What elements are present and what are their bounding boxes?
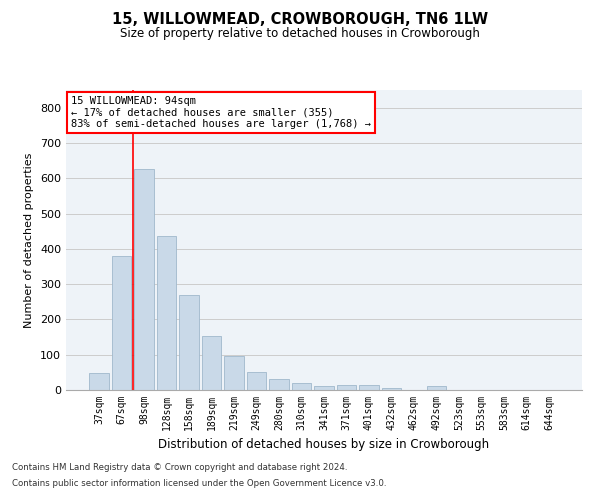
Bar <box>427 386 446 390</box>
Bar <box>292 383 311 390</box>
Bar <box>112 256 131 390</box>
Bar <box>269 379 289 390</box>
Text: Contains public sector information licensed under the Open Government Licence v3: Contains public sector information licen… <box>12 478 386 488</box>
Text: 15 WILLOWMEAD: 94sqm
← 17% of detached houses are smaller (355)
83% of semi-deta: 15 WILLOWMEAD: 94sqm ← 17% of detached h… <box>71 96 371 129</box>
Bar <box>179 296 199 390</box>
Y-axis label: Number of detached properties: Number of detached properties <box>25 152 34 328</box>
Bar <box>337 386 356 390</box>
Bar <box>359 386 379 390</box>
X-axis label: Distribution of detached houses by size in Crowborough: Distribution of detached houses by size … <box>158 438 490 452</box>
Bar <box>382 388 401 390</box>
Text: Contains HM Land Registry data © Crown copyright and database right 2024.: Contains HM Land Registry data © Crown c… <box>12 464 347 472</box>
Bar <box>157 236 176 390</box>
Bar <box>224 356 244 390</box>
Bar <box>134 170 154 390</box>
Bar <box>89 374 109 390</box>
Bar <box>247 372 266 390</box>
Text: 15, WILLOWMEAD, CROWBOROUGH, TN6 1LW: 15, WILLOWMEAD, CROWBOROUGH, TN6 1LW <box>112 12 488 28</box>
Bar <box>202 336 221 390</box>
Bar <box>314 386 334 390</box>
Text: Size of property relative to detached houses in Crowborough: Size of property relative to detached ho… <box>120 28 480 40</box>
